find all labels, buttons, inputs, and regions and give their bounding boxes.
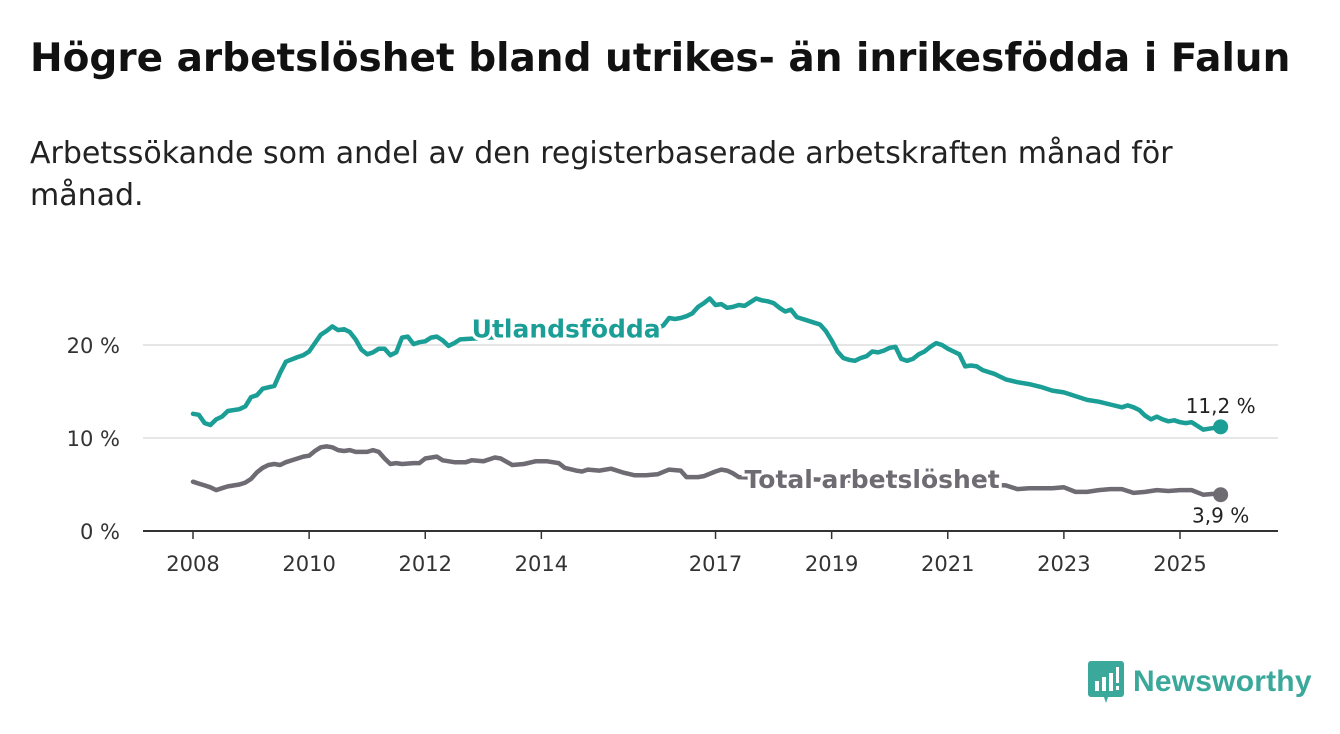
y-tick-label: 10 % <box>67 427 120 451</box>
series-end-point <box>1213 419 1229 435</box>
brand-name: Newsworthy <box>1133 665 1312 698</box>
series-label: Total arbetslöshet <box>745 465 1000 494</box>
x-tick-label: 2023 <box>1037 552 1090 576</box>
chart-title: Högre arbetslöshet bland utrikes- än inr… <box>30 36 1291 81</box>
series-line-total <box>190 444 1223 497</box>
x-tick-label: 2014 <box>515 552 568 576</box>
x-tick-label: 2025 <box>1153 552 1206 576</box>
brand: Newsworthy <box>1088 660 1312 704</box>
series-end-label: 11,2 % <box>1186 394 1256 418</box>
x-tick-label: 2008 <box>166 552 219 576</box>
x-tick-label: 2010 <box>282 552 335 576</box>
newsworthy-logo-icon <box>1088 661 1124 703</box>
y-tick-label: 0 % <box>80 520 120 544</box>
x-tick-label: 2019 <box>805 552 858 576</box>
y-tick-label: 20 % <box>67 334 120 358</box>
x-tick-label: 2012 <box>399 552 452 576</box>
series-end-label: 3,9 % <box>1192 504 1249 528</box>
x-tick-label: 2017 <box>689 552 742 576</box>
x-tick-label: 2021 <box>921 552 974 576</box>
series-line-utlandsfodda <box>190 296 1223 432</box>
series-end-point <box>1213 487 1229 503</box>
chart-subtitle: Arbetssökande som andel av den registerb… <box>30 136 1173 213</box>
series-label: Utlandsfödda <box>472 314 661 343</box>
